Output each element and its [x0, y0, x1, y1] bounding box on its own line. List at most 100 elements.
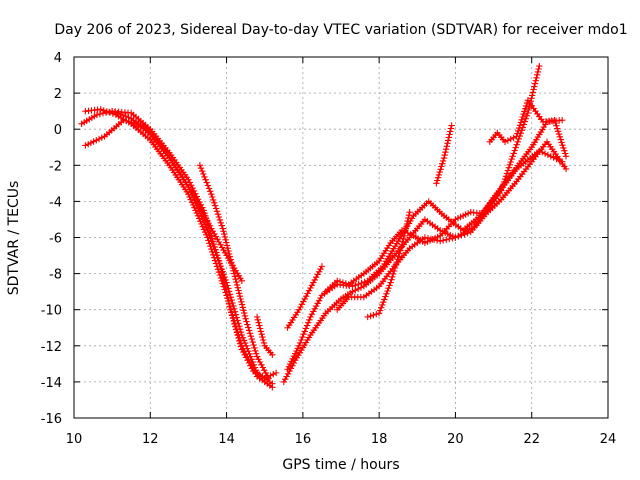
data-point [308, 282, 316, 289]
data-point [263, 372, 271, 379]
data-point [218, 244, 226, 251]
data-point [448, 122, 455, 129]
data-point [235, 334, 242, 342]
data-point [436, 168, 443, 176]
data-point [120, 117, 127, 124]
data-point [203, 215, 210, 222]
data-point [315, 297, 323, 304]
data-point [229, 264, 236, 272]
data-point [240, 307, 247, 314]
data-point [221, 233, 229, 241]
data-point [313, 302, 320, 310]
data-point [200, 207, 207, 214]
data-point [125, 118, 133, 125]
data-point [507, 158, 514, 166]
data-point [358, 279, 365, 287]
data-point [508, 155, 515, 163]
data-point [515, 124, 523, 132]
data-point [231, 270, 238, 277]
data-point [506, 161, 513, 168]
data-point [513, 141, 520, 148]
data-point [392, 261, 400, 269]
data-point [389, 273, 396, 280]
data-point [562, 165, 570, 173]
data-point [236, 290, 243, 297]
data-point [222, 236, 229, 243]
data-point [461, 231, 468, 238]
data-point [212, 233, 220, 240]
data-point [529, 89, 537, 96]
data-point [243, 342, 250, 349]
y-tick-label: -2 [49, 159, 62, 174]
data-point [97, 106, 104, 113]
data-point [528, 95, 535, 102]
data-point [242, 354, 250, 361]
data-point [424, 235, 432, 242]
data-point [249, 338, 256, 346]
data-point [229, 299, 236, 307]
data-point [367, 312, 374, 320]
data-point [373, 311, 380, 318]
data-point [216, 216, 224, 224]
data-point [380, 299, 387, 306]
data-point [529, 92, 536, 99]
data-point [206, 226, 213, 234]
data-point [209, 193, 216, 201]
data-point [394, 256, 401, 263]
y-axis-title: SDTVAR / TECUs [6, 181, 22, 296]
x-tick-label: 16 [295, 432, 312, 447]
data-point [85, 141, 92, 148]
data-point [241, 312, 249, 320]
data-point [401, 229, 408, 237]
data-point [82, 142, 89, 149]
x-tick-label: 10 [66, 432, 83, 447]
data-point [558, 139, 565, 146]
data-point [396, 250, 403, 257]
data-point [299, 333, 306, 341]
data-point [272, 369, 280, 377]
data-point [504, 137, 512, 144]
data-point [248, 335, 255, 343]
data-point [547, 153, 554, 160]
data-point [248, 356, 255, 363]
data-point [314, 271, 321, 278]
data-point [502, 173, 510, 180]
data-point [231, 273, 239, 280]
data-point [503, 170, 511, 177]
data-point [298, 336, 305, 344]
data-point [233, 329, 241, 336]
data-point [280, 378, 287, 386]
data-point [544, 151, 552, 159]
data-point [520, 111, 527, 118]
data-point [236, 337, 243, 345]
y-tick-label: -10 [41, 304, 62, 319]
x-tick-label: 14 [218, 432, 235, 447]
data-point [531, 83, 538, 90]
data-point [259, 333, 266, 341]
data-point [386, 282, 393, 289]
data-point [225, 247, 232, 255]
data-point [383, 290, 390, 297]
data-point [244, 321, 251, 328]
data-point [226, 250, 233, 258]
data-point [223, 242, 231, 249]
data-point [511, 147, 518, 154]
data-point [215, 257, 223, 265]
y-tick-label: -14 [41, 376, 62, 391]
data-point [209, 238, 217, 245]
data-point [391, 264, 399, 272]
data-point [98, 134, 105, 141]
data-point [522, 115, 530, 122]
data-point [443, 236, 450, 243]
data-point [192, 190, 199, 197]
data-point [248, 365, 255, 372]
data-point [93, 111, 101, 118]
data-point [220, 277, 227, 285]
data-point [214, 236, 221, 243]
data-point [521, 108, 528, 115]
data-point [246, 327, 253, 334]
data-point [236, 293, 244, 300]
data-point [246, 350, 253, 358]
data-point [524, 109, 532, 117]
data-point [403, 223, 410, 231]
